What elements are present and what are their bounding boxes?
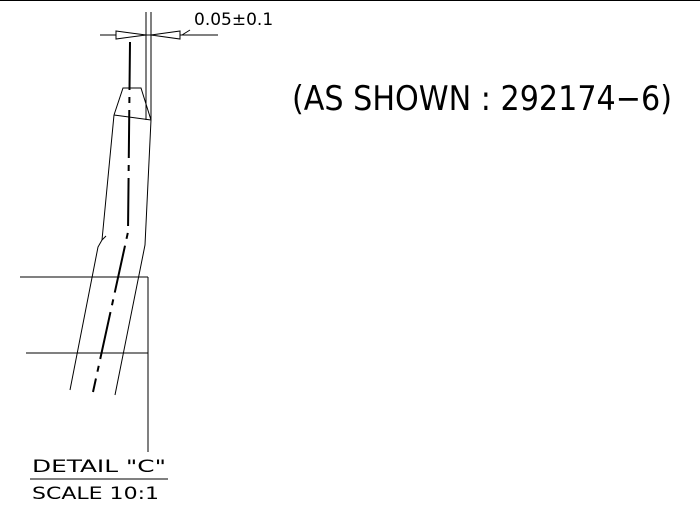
dimension-callout bbox=[100, 29, 218, 40]
part-note: (AS SHOWN : 292174−6) bbox=[292, 79, 672, 119]
detail-label: DETAIL "C" bbox=[32, 457, 166, 477]
scale-label: SCALE 10:1 bbox=[32, 484, 159, 504]
housing-outline bbox=[20, 276, 149, 452]
center-line bbox=[92, 41, 131, 393]
arrow-right-icon bbox=[115, 30, 147, 40]
tolerance-label: 0.05±0.1 bbox=[194, 10, 273, 30]
arrow-left-icon bbox=[150, 30, 181, 40]
pin-profile bbox=[69, 87, 152, 396]
